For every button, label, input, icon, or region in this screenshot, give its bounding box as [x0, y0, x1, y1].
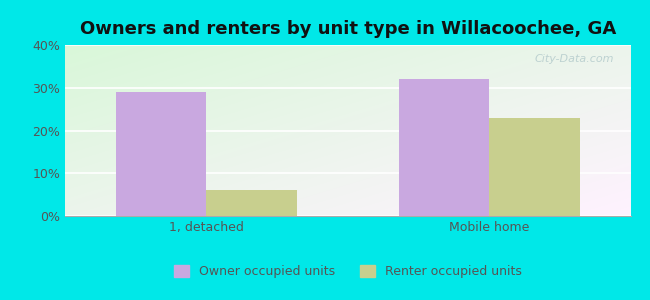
Bar	[489, 118, 580, 216]
Bar	[207, 190, 297, 216]
Text: City-Data.com: City-Data.com	[534, 53, 614, 64]
Legend: Owner occupied units, Renter occupied units: Owner occupied units, Renter occupied un…	[169, 260, 526, 283]
Bar	[398, 79, 489, 216]
Title: Owners and renters by unit type in Willacoochee, GA: Owners and renters by unit type in Willa…	[79, 20, 616, 38]
Bar	[116, 92, 207, 216]
